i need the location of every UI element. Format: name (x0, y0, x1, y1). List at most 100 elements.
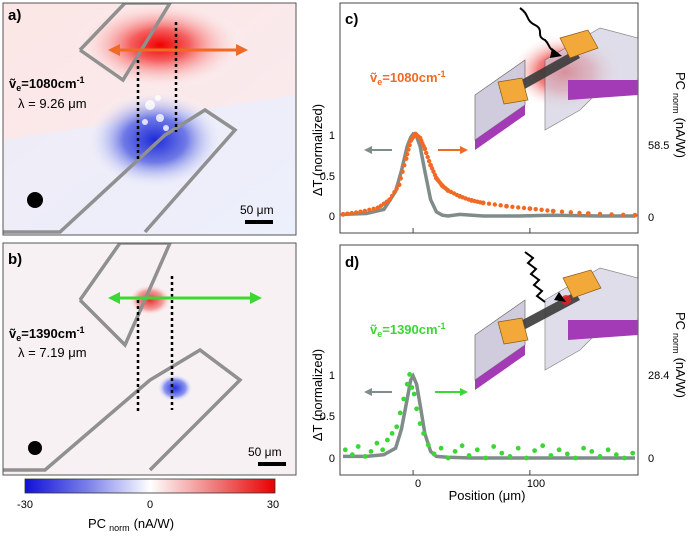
d-pc-point-11 (401, 396, 407, 402)
d-pc-point-23 (452, 449, 458, 454)
c-pc-interp-15-3 (478, 200, 483, 205)
c-pc-interp-18-3 (545, 208, 550, 213)
y-tick-d-1: 1 (329, 370, 335, 382)
y-tick-c-0: 0 (329, 211, 335, 223)
d-pc-point-28 (491, 444, 497, 449)
c-pc-interp-10-1 (429, 166, 435, 171)
panel-b: b) ṽe=1390cm-1 λ = 7.19 μm 50 μm (2, 242, 297, 476)
d-pc-point-22 (445, 455, 451, 461)
panel-d: d) ṽe=1390cm-1 1 0.5 0 28.4 0 0 1 (310, 244, 688, 503)
c-pc-interp-3-3 (394, 186, 399, 191)
x-tick-d-0: 0 (415, 478, 421, 490)
colorbar-tick-min: -30 (17, 499, 33, 511)
c-pc-point-21 (632, 212, 638, 218)
d-pc-point-34 (540, 443, 546, 449)
colorbar-label: PC norm (nA/W) (88, 516, 174, 533)
c-pc-interp-4-2 (400, 169, 405, 174)
d-pc-point-18 (421, 431, 426, 436)
right-tick-c-max: 58.5 (648, 140, 669, 152)
c-pc-interp-17-3 (521, 205, 527, 211)
d-pc-point-26 (474, 447, 480, 453)
device-inset-d (474, 251, 639, 390)
c-pc-interp-18-2 (539, 207, 544, 212)
c-pc-interp-1-1 (362, 208, 368, 214)
d-pc-point-37 (564, 451, 570, 457)
c-pc-interp-18-1 (533, 207, 538, 212)
device-outline-bottom-a (3, 107, 238, 234)
d-pc-point-7 (385, 437, 390, 443)
blue-hotspot-b (157, 374, 193, 402)
d-pc-point-40 (589, 449, 595, 454)
d-pc-point-4 (368, 449, 374, 454)
panel-label-b: b) (8, 251, 22, 268)
c-pc-interp-11-3 (438, 181, 443, 186)
right-tick-c-0: 0 (648, 212, 654, 224)
plot-c (340, 131, 638, 233)
d-pc-point-42 (605, 447, 611, 453)
plot-d (342, 372, 636, 475)
c-pc-interp-9-3 (426, 158, 432, 164)
wavelength-a: λ = 9.26 μm (18, 96, 87, 111)
double-arrow-a (108, 44, 248, 56)
y-tick-c-05: 0.5 (320, 171, 335, 183)
d-pc-point-29 (499, 450, 505, 456)
colorbar-tick-max: 30 (267, 499, 279, 511)
c-pc-point-17 (504, 203, 509, 209)
c-pc-interp-8-3 (421, 143, 426, 149)
c-pc-interp-19-1 (559, 209, 565, 214)
d-pc-point-6 (380, 447, 386, 453)
wavenumber-symbol-b: ṽe=1390cm-1 (9, 325, 85, 343)
c-pc-interp-13-3 (454, 192, 460, 198)
panel-label-c: c) (345, 11, 358, 28)
y-tick-c-1: 1 (329, 130, 335, 142)
direction-arrows-c (364, 146, 468, 154)
d-pc-point-12 (404, 381, 410, 387)
c-pc-interp-4-3 (402, 163, 407, 168)
y-axis-label-c: ΔT (normalized) (310, 104, 325, 196)
c-pc-interp-19-3 (577, 210, 582, 216)
d-pc-point-2 (355, 444, 361, 449)
d-pc-point-32 (524, 455, 529, 461)
d-pc-point-33 (532, 448, 537, 453)
x-axis-label-d: Position (μm) (449, 488, 526, 503)
c-pc-interp-3-2 (392, 190, 397, 195)
d-pc-point-39 (581, 445, 586, 451)
red-hotspot-a (75, 3, 245, 90)
c-pc-interp-1-2 (367, 207, 372, 212)
c-pc-interp-1-3 (371, 206, 376, 211)
c-pc-point-19 (550, 208, 556, 214)
d-pc-point-20 (431, 451, 437, 457)
d-pc-point-8 (389, 431, 395, 436)
c-pc-interp-19-2 (568, 210, 573, 215)
d-pc-point-0 (342, 447, 348, 453)
d-pc-point-13 (407, 372, 412, 377)
c-pc-point-4 (396, 182, 402, 188)
c-pc-interp-9-1 (424, 150, 429, 156)
d-pc-point-14 (409, 385, 415, 390)
c-pc-interp-4-1 (398, 176, 403, 181)
colorbar: -30 0 30 PC norm (nA/W) (17, 478, 279, 533)
d-pc-point-24 (459, 443, 465, 449)
d-pc-point-27 (483, 455, 488, 461)
c-pc-interp-5-3 (407, 142, 412, 148)
d-pc-point-41 (597, 454, 603, 459)
y-tick-d-0: 0 (329, 453, 335, 465)
c-pc-interp-17-2 (516, 205, 521, 210)
panel-label-a: a) (8, 7, 21, 24)
d-pc-point-15 (411, 391, 417, 397)
c-pc-point-0 (340, 212, 346, 217)
c-pc-interp-17-1 (510, 204, 515, 209)
c-pc-interp-7-3 (416, 134, 422, 140)
d-pc-point-1 (349, 452, 355, 458)
c-pc-interp-20-1 (597, 211, 603, 217)
c-pc-interp-16-2 (492, 202, 497, 207)
d-pc-point-44 (622, 455, 627, 461)
beam-spot-a (27, 192, 43, 208)
c-pc-interp-5-2 (406, 147, 411, 152)
device-inset-c (474, 7, 639, 150)
right-tick-d-0: 0 (648, 453, 654, 465)
c-pc-interp-20-3 (621, 212, 626, 217)
d-pc-point-9 (394, 424, 400, 430)
device-outline-bottom-b (3, 347, 243, 472)
